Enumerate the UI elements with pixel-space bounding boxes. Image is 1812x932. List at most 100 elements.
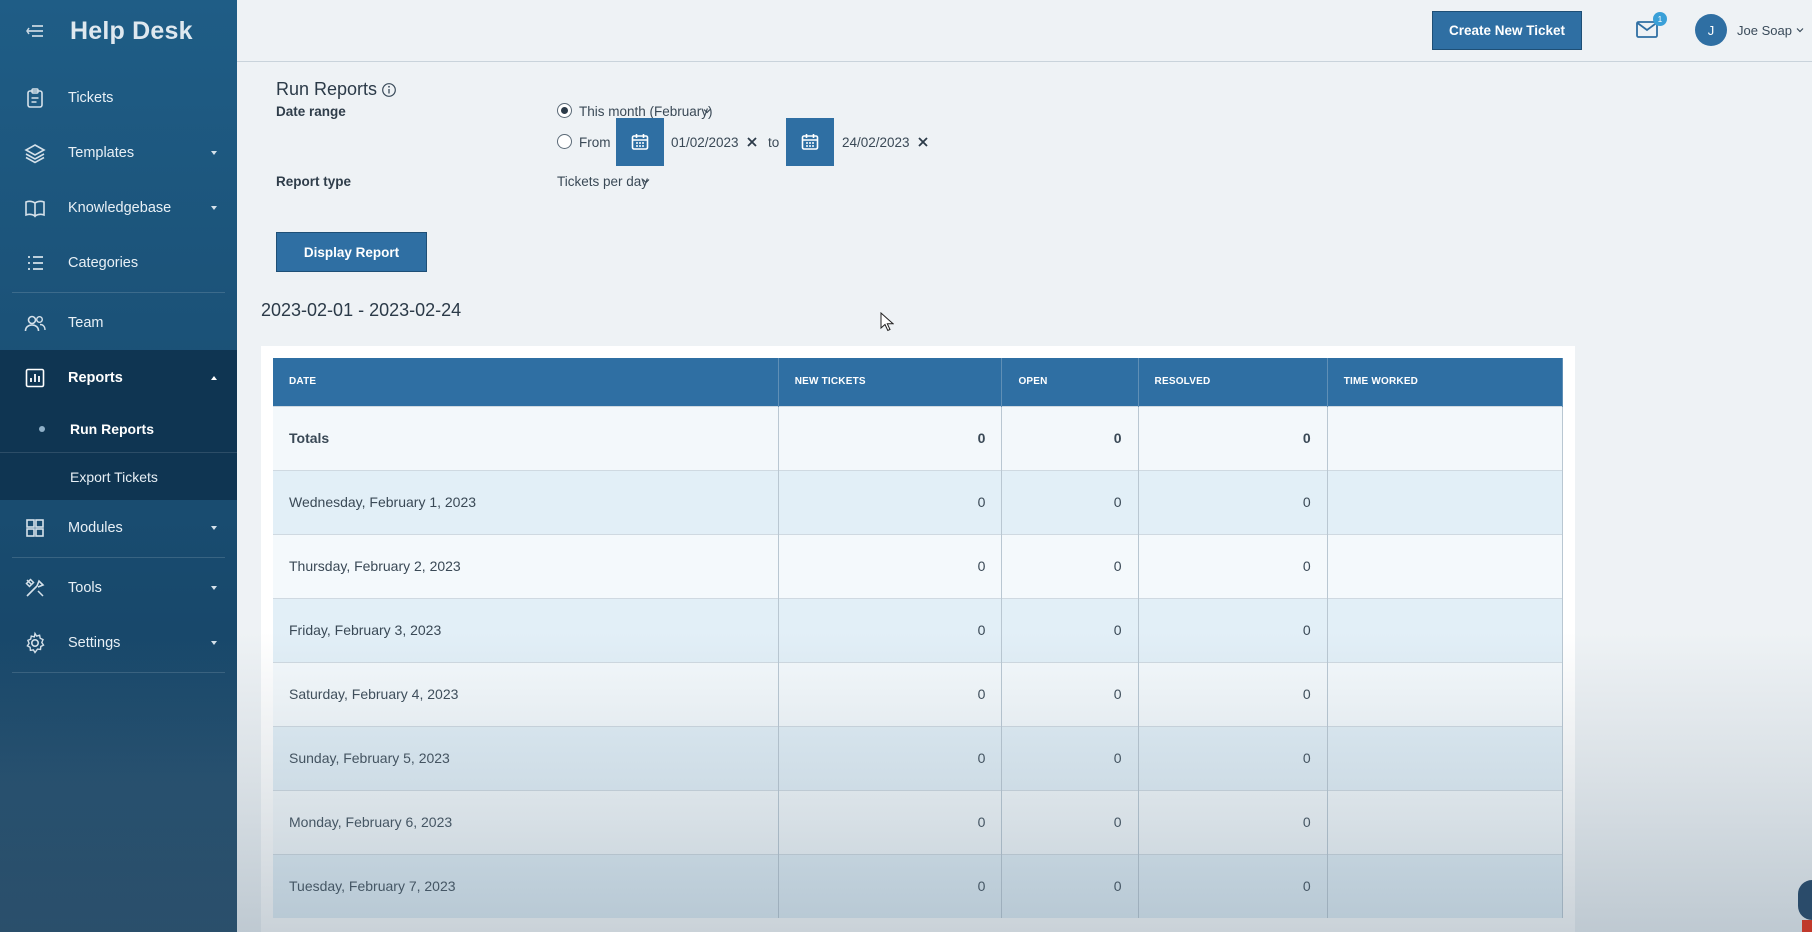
cell-new-tickets: 0: [778, 597, 1003, 662]
calendar-icon: [801, 134, 819, 150]
cell-date: Thursday, February 2, 2023: [273, 533, 779, 598]
chevron-down-icon[interactable]: [642, 177, 650, 185]
list-icon: [22, 250, 48, 276]
cell-open: 0: [1001, 725, 1139, 790]
table-row: Thursday, February 2, 2023 0 0 0: [273, 533, 1564, 598]
cell-new-tickets: 0: [778, 789, 1003, 854]
cell-resolved: 0: [1138, 597, 1328, 662]
sidebar-subitem-run-reports[interactable]: Run Reports: [0, 405, 237, 452]
clear-to-icon[interactable]: [916, 135, 930, 149]
sidebar-item-modules[interactable]: Modules: [0, 500, 237, 555]
cell-new-tickets: 0: [778, 405, 1003, 470]
avatar: J: [1695, 14, 1727, 46]
sidebar-item-tickets[interactable]: Tickets: [0, 70, 237, 125]
to-date-input[interactable]: 24/02/2023: [842, 135, 910, 150]
from-calendar-button[interactable]: [616, 118, 664, 166]
sidebar-item-knowledgebase[interactable]: Knowledgebase: [0, 180, 237, 235]
page-title-text: Run Reports: [276, 79, 378, 99]
report-type-label: Report type: [276, 174, 352, 189]
column-header-new-tickets[interactable]: NEW TICKETS: [778, 358, 1003, 406]
cell-resolved: 0: [1138, 789, 1328, 854]
cell-time-worked: [1327, 789, 1564, 854]
topbar: Create New Ticket 1 J Joe Soap: [237, 0, 1812, 62]
sidebar: Help Desk Tickets Templates Knowledgebas…: [0, 0, 237, 932]
sidebar-item-label: Tools: [68, 579, 102, 596]
app-title: Help Desk: [70, 16, 193, 45]
sidebar-item-label: Categories: [68, 254, 139, 271]
from-date-input[interactable]: 01/02/2023: [671, 135, 739, 150]
cell-open: 0: [1001, 789, 1139, 854]
radio-from[interactable]: [557, 134, 572, 149]
table-row-totals: Totals 0 0 0: [273, 405, 1564, 470]
subitem-label: Export Tickets: [70, 468, 158, 485]
to-calendar-button[interactable]: [786, 118, 834, 166]
cell-new-tickets: 0: [778, 725, 1003, 790]
reports-submenu: Run Reports Export Tickets: [0, 405, 237, 500]
create-new-ticket-button[interactable]: Create New Ticket: [1432, 11, 1582, 50]
sidebar-item-team[interactable]: Team: [0, 295, 237, 350]
book-icon: [22, 195, 48, 221]
sidebar-subitem-export-tickets[interactable]: Export Tickets: [0, 453, 237, 500]
clear-from-icon[interactable]: [745, 135, 759, 149]
table-row: Tuesday, February 7, 2023 0 0 0: [273, 853, 1564, 918]
cell-date: Totals: [273, 405, 779, 470]
caret-down-icon: [211, 525, 217, 530]
this-month-dropdown[interactable]: This month (February): [579, 104, 713, 119]
sidebar-item-label: Team: [68, 314, 104, 331]
cell-new-tickets: 0: [778, 533, 1003, 598]
cell-time-worked: [1327, 725, 1564, 790]
mail-icon[interactable]: 1: [1635, 12, 1667, 41]
corner-widget: [1798, 880, 1812, 920]
cell-time-worked: [1327, 405, 1564, 470]
cell-new-tickets: 0: [778, 661, 1003, 726]
sidebar-item-label: Knowledgebase: [68, 199, 172, 216]
sidebar-item-settings[interactable]: Settings: [0, 615, 237, 670]
sidebar-item-tools[interactable]: Tools: [0, 560, 237, 615]
sidebar-divider: [12, 292, 225, 293]
table-row: Wednesday, February 1, 2023 0 0 0: [273, 469, 1564, 534]
calendar-icon: [631, 134, 649, 150]
cell-date: Friday, February 3, 2023: [273, 597, 779, 662]
radio-this-month[interactable]: [557, 103, 572, 118]
users-icon: [22, 310, 48, 336]
display-report-button[interactable]: Display Report: [276, 232, 427, 272]
cell-resolved: 0: [1138, 405, 1328, 470]
column-header-time-worked[interactable]: TIME WORKED: [1327, 358, 1564, 406]
clipboard-icon: [22, 85, 48, 111]
main-content: Run Reports Date range This month (Febru…: [237, 62, 1812, 932]
report-type-dropdown[interactable]: Tickets per day: [557, 174, 649, 189]
tools-icon: [22, 575, 48, 601]
caret-down-icon: [211, 585, 217, 590]
report-range-heading: 2023-02-01 - 2023-02-24: [261, 300, 462, 320]
bar-chart-icon: [22, 365, 48, 391]
brand: Help Desk: [0, 0, 237, 62]
cell-time-worked: [1327, 597, 1564, 662]
chevron-down-icon[interactable]: [703, 107, 711, 115]
collapse-menu-icon[interactable]: [24, 20, 46, 42]
date-range-label: Date range: [276, 104, 346, 119]
report-table: DATE NEW TICKETS OPEN RESOLVED TIME WORK…: [273, 358, 1564, 918]
cell-resolved: 0: [1138, 725, 1328, 790]
cell-time-worked: [1327, 661, 1564, 726]
column-header-date[interactable]: DATE: [273, 358, 779, 406]
info-icon[interactable]: [381, 82, 397, 98]
cell-date: Monday, February 6, 2023: [273, 789, 779, 854]
mouse-cursor-icon: [880, 312, 894, 332]
sidebar-divider: [12, 557, 225, 558]
table-row: Friday, February 3, 2023 0 0 0: [273, 597, 1564, 662]
sidebar-item-templates[interactable]: Templates: [0, 125, 237, 180]
sidebar-item-label: Tickets: [68, 89, 114, 106]
cell-date: Tuesday, February 7, 2023: [273, 853, 779, 918]
cell-new-tickets: 0: [778, 469, 1003, 534]
cell-open: 0: [1001, 661, 1139, 726]
cell-time-worked: [1327, 853, 1564, 918]
cell-date: Sunday, February 5, 2023: [273, 725, 779, 790]
column-header-resolved[interactable]: RESOLVED: [1138, 358, 1328, 406]
cell-open: 0: [1001, 597, 1139, 662]
sidebar-item-reports[interactable]: Reports: [0, 350, 237, 405]
caret-down-icon: [211, 640, 217, 645]
sidebar-item-categories[interactable]: Categories: [0, 235, 237, 290]
column-header-open[interactable]: OPEN: [1001, 358, 1139, 406]
user-menu[interactable]: J Joe Soap: [1695, 14, 1804, 46]
gear-icon: [22, 630, 48, 656]
